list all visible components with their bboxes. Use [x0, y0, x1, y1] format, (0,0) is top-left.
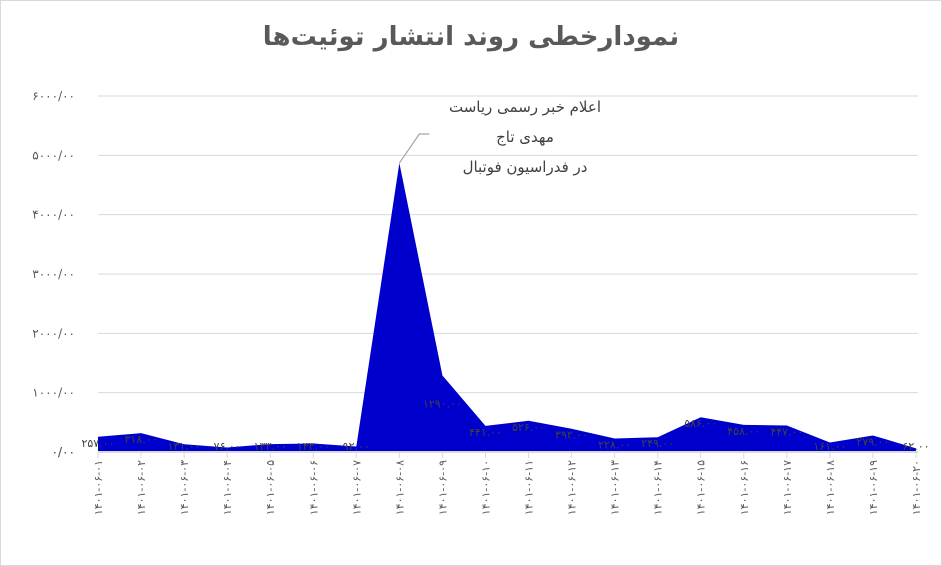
data-label: ۴۴۱.۰۰: [469, 426, 502, 439]
data-label: ۲۴۹.۰۰: [641, 437, 674, 450]
data-label: ۵۸۶.۰۰: [684, 417, 717, 430]
data-label: ۳۱۸.۰۰: [125, 433, 158, 446]
annotation-line-2: مهدی تاج: [496, 128, 554, 146]
x-tick-label: ۱۴۰۱-۰۶-۱۴: [652, 460, 665, 515]
data-label: ۱۲۹۰.۰۰: [423, 397, 462, 410]
x-tick-label: ۱۴۰۱-۰۶-۰۳: [178, 460, 191, 515]
area-series: [98, 163, 916, 452]
data-label: ۷۶.۰۰: [214, 440, 241, 453]
x-tick-label: ۱۴۰۱-۰۶-۱۵: [695, 460, 708, 515]
data-label: ۵۲۶.۰۰: [512, 421, 545, 434]
data-label: ۲۲۸.۰۰: [598, 438, 631, 451]
data-label: ۳۹۲.۰۰: [555, 429, 588, 442]
data-label: ۱۶۱.۰۰: [813, 440, 846, 453]
y-tick-label: ۴۰۰۰/۰۰: [32, 208, 75, 222]
y-tick-label: ۲۰۰۰/۰۰: [32, 326, 75, 340]
annotation-line-1: اعلام خبر رسمی ریاست: [448, 98, 601, 116]
x-tick-label: ۱۴۰۱-۰۶-۱۲: [566, 460, 579, 515]
data-label: ۲۷۹.۰۰: [856, 435, 889, 448]
x-tick-label: ۱۴۰۱-۰۶-۰۱: [92, 460, 105, 515]
y-tick-label: ۰/۰۰: [52, 445, 75, 459]
x-tick-label: ۱۴۰۱-۰۶-۱۰: [479, 460, 492, 515]
annotation-line-3: در فدراسیون فوتبال: [462, 158, 588, 176]
x-tick-label: ۱۴۰۱-۰۶-۱۹: [867, 460, 880, 515]
x-tick-label: ۱۴۰۱-۰۶-۱۱: [523, 460, 536, 515]
x-tick-label: ۱۴۰۱-۰۶-۰۶: [307, 460, 320, 515]
data-label: ۱۳۱.۰۰: [168, 440, 201, 453]
data-label: ۱۳۳.۰۰: [254, 440, 287, 453]
peak-annotation: اعلام خبر رسمی ریاست مهدی تاج در فدراسیو…: [400, 92, 650, 182]
chart-title: نمودارخطی روند انتشار توئیت‌ها: [262, 22, 680, 52]
data-label: ۲۵۷.۰۰: [81, 437, 114, 450]
x-tick-label: ۱۴۰۱-۰۶-۰۸: [393, 460, 406, 515]
y-tick-label: ۶۰۰۰/۰۰: [32, 89, 75, 103]
annotation-leader-line: [398, 133, 430, 164]
data-label: ۴۵۸.۰۰: [727, 425, 760, 438]
data-label: ۱۴۳.۰۰: [297, 440, 330, 453]
data-label: ۴۴۷.۰۰: [770, 425, 803, 438]
data-label: ۹۲.۰۰: [343, 440, 370, 453]
x-tick-label: ۱۴۰۱-۰۶-۰۴: [221, 460, 234, 515]
y-tick-label: ۱۰۰۰/۰۰: [32, 386, 75, 400]
x-tick-label: ۱۴۰۱-۰۶-۱۶: [738, 460, 751, 515]
x-tick-label: ۱۴۰۱-۰۶-۱۳: [609, 460, 622, 515]
x-tick-label: ۱۴۰۱-۰۶-۲۰: [910, 460, 923, 515]
x-tick-label: ۱۴۰۱-۰۶-۰۷: [350, 460, 363, 515]
x-tick-label: ۱۴۰۱-۰۶-۰۹: [436, 460, 449, 515]
x-tick-label: ۱۴۰۱-۰۶-۰۲: [135, 460, 148, 515]
data-label: ۶۲.۰۰: [902, 440, 929, 453]
x-tick-label: ۱۴۰۱-۰۶-۱۸: [824, 460, 837, 515]
y-tick-label: ۵۰۰۰/۰۰: [32, 148, 75, 162]
y-tick-label: ۳۰۰۰/۰۰: [32, 267, 75, 281]
y-tick-label-zero: ۰/۰۰: [52, 445, 75, 459]
x-tick-label: ۱۴۰۱-۰۶-۰۵: [264, 460, 277, 515]
x-tick-label: ۱۴۰۱-۰۶-۱۷: [781, 460, 794, 515]
